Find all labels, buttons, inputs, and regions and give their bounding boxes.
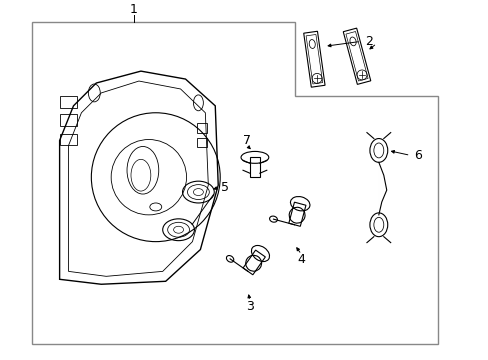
Text: 3: 3 <box>245 300 253 312</box>
Text: 1: 1 <box>130 3 138 16</box>
Bar <box>60 96 77 108</box>
Bar <box>60 134 77 145</box>
Bar <box>249 157 259 177</box>
Text: 4: 4 <box>297 253 305 266</box>
Text: 6: 6 <box>414 149 422 162</box>
Text: 5: 5 <box>221 181 229 194</box>
Bar <box>197 138 207 148</box>
Text: 7: 7 <box>243 134 250 147</box>
Bar <box>60 114 77 126</box>
Bar <box>197 123 207 132</box>
Text: 2: 2 <box>364 35 372 48</box>
